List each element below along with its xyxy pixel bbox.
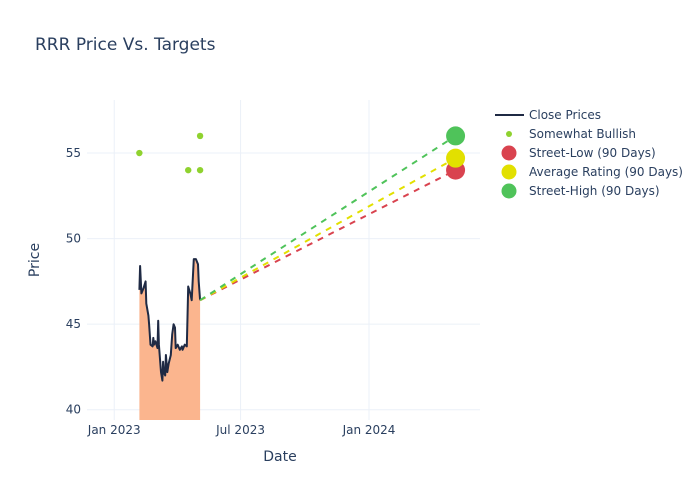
street-high-target-marker (446, 126, 466, 146)
legend-label: Somewhat Bullish (529, 127, 636, 141)
y-axis-ticks: 40 45 50 55 (66, 146, 81, 417)
legend-label: Street-Low (90 Days) (529, 146, 656, 160)
legend-item[interactable]: Street-High (90 Days) (501, 183, 660, 199)
average-rating-target-marker (446, 148, 466, 168)
street-high-target-line (199, 135, 457, 302)
somewhat-bullish-marker (196, 132, 204, 140)
somewhat-bullish-marker (185, 166, 192, 174)
gridlines (87, 100, 480, 420)
average-rating-target-line (199, 157, 457, 302)
legend-marker-swatch (501, 164, 517, 180)
close-price-line-layer (138, 258, 202, 382)
y-axis-title: Price (27, 243, 43, 277)
legend[interactable]: Close Prices Somewhat Bullish Street-Low (… (495, 108, 683, 199)
legend-item[interactable]: Close Prices (495, 108, 601, 122)
legend-marker-swatch (501, 183, 517, 199)
target-lines-layer (199, 135, 457, 302)
y-tick-label: 40 (66, 403, 81, 417)
legend-label: Average Rating (90 Days) (529, 165, 683, 179)
somewhat-bullish-marker (136, 149, 143, 157)
legend-marker-swatch (506, 131, 512, 137)
y-tick-label: 55 (66, 146, 81, 160)
legend-label: Close Prices (529, 108, 601, 122)
close-price-line (138, 258, 202, 382)
markers-layer (136, 126, 466, 180)
x-axis-title: Date (263, 449, 296, 465)
legend-item[interactable]: Average Rating (90 Days) (501, 164, 684, 180)
close-price-area (139, 259, 201, 420)
chart-title: RRR Price Vs. Targets (35, 35, 216, 55)
street-low-target-line (199, 169, 457, 302)
y-tick-label: 50 (66, 232, 81, 246)
x-tick-label: Jan 2024 (342, 423, 396, 437)
legend-item[interactable]: Somewhat Bullish (506, 127, 636, 141)
legend-marker-swatch (501, 145, 517, 161)
legend-item[interactable]: Street-Low (90 Days) (501, 145, 656, 161)
y-tick-label: 45 (66, 317, 81, 331)
legend-label: Street-High (90 Days) (529, 184, 660, 198)
close-price-fill-layer (139, 259, 201, 420)
x-tick-label: Jan 2023 (87, 423, 141, 437)
x-axis-ticks: Jan 2023 Jul 2023 Jan 2024 (87, 423, 396, 437)
x-tick-label: Jul 2023 (215, 423, 265, 437)
somewhat-bullish-marker (196, 166, 204, 174)
